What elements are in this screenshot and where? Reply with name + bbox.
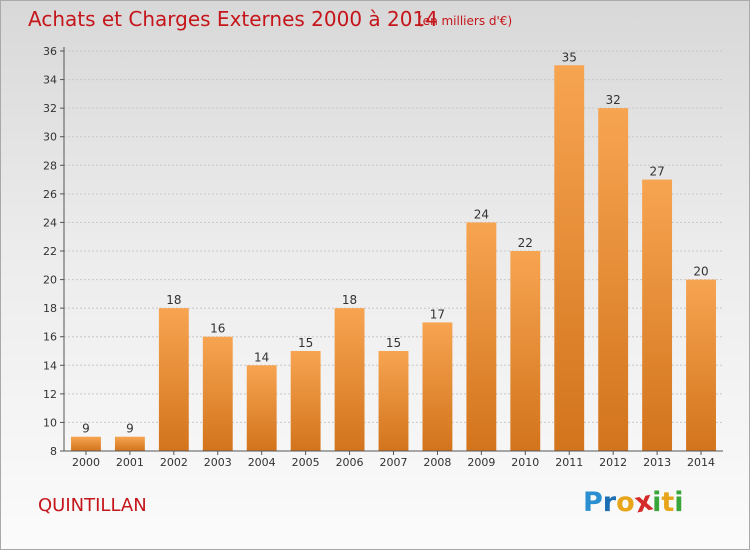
y-tick-label: 32 bbox=[43, 102, 57, 115]
value-label-2013: 27 bbox=[649, 165, 664, 179]
chart-unit: (en milliers d'€) bbox=[418, 14, 513, 28]
bar-2003 bbox=[202, 336, 233, 451]
y-tick-label: 22 bbox=[43, 245, 57, 258]
value-label-2007: 15 bbox=[386, 336, 401, 350]
x-tick-label-2006: 2006 bbox=[336, 456, 364, 469]
x-tick-label-2004: 2004 bbox=[248, 456, 276, 469]
value-label-2008: 17 bbox=[430, 307, 445, 321]
value-label-2004: 14 bbox=[254, 350, 269, 364]
logo-letter: t bbox=[661, 487, 675, 518]
x-tick-label-2010: 2010 bbox=[511, 456, 539, 469]
value-label-2002: 18 bbox=[166, 293, 181, 307]
y-tick-label: 16 bbox=[43, 331, 57, 344]
y-tick-label: 36 bbox=[43, 45, 57, 58]
y-tick-label: 8 bbox=[50, 445, 57, 458]
bars-group: 9 9 18 16 14 15 18 15 17 24 22 35 32 27 20 bbox=[71, 50, 716, 452]
value-label-2000: 9 bbox=[82, 422, 90, 436]
logo-letter: r bbox=[602, 487, 617, 518]
y-tick-label: 28 bbox=[43, 159, 57, 172]
x-tick-label-2002: 2002 bbox=[160, 456, 188, 469]
x-axis: 2000 2001 2002 2003 2004 2005 2006 2007 2008 2009… bbox=[64, 450, 723, 469]
bar-2011 bbox=[554, 65, 585, 452]
bar-2012 bbox=[598, 108, 629, 452]
bar-2005 bbox=[290, 351, 321, 451]
value-label-2011: 35 bbox=[562, 50, 577, 64]
bar-2000 bbox=[71, 436, 101, 451]
value-label-2005: 15 bbox=[298, 336, 313, 350]
chart-title: Achats et Charges Externes 2000 à 2014 bbox=[28, 7, 438, 31]
x-tick-label-2008: 2008 bbox=[423, 456, 451, 469]
value-label-2006: 18 bbox=[342, 293, 357, 307]
bar-2004 bbox=[246, 365, 277, 451]
logo-letter: P bbox=[583, 487, 603, 518]
y-tick-label: 34 bbox=[43, 74, 57, 87]
y-tick-label: 14 bbox=[43, 359, 57, 372]
logo-letter: i bbox=[674, 487, 684, 518]
x-tick-label-2013: 2013 bbox=[643, 456, 671, 469]
y-tick-label: 10 bbox=[43, 416, 57, 429]
value-label-2003: 16 bbox=[210, 322, 225, 336]
bar-2013 bbox=[642, 179, 673, 452]
y-axis: 8 10 12 14 16 18 20 22 24 26 28 30 32 34 36 bbox=[43, 45, 65, 458]
place-name: QUINTILLAN bbox=[38, 495, 147, 516]
proxiti-logo: Proxiti bbox=[583, 486, 684, 520]
x-tick-label-2009: 2009 bbox=[467, 456, 495, 469]
bar-2009 bbox=[466, 222, 497, 451]
bar-2010 bbox=[510, 251, 541, 451]
x-tick-label-2011: 2011 bbox=[555, 456, 583, 469]
x-tick-label-2007: 2007 bbox=[380, 456, 408, 469]
y-tick-label: 20 bbox=[43, 274, 57, 287]
y-tick-label: 12 bbox=[43, 388, 57, 401]
bar-2014 bbox=[686, 279, 716, 451]
value-label-2001: 9 bbox=[126, 422, 134, 436]
x-tick-label-2000: 2000 bbox=[72, 456, 100, 469]
y-tick-label: 30 bbox=[43, 131, 57, 144]
y-tick-label: 18 bbox=[43, 302, 57, 315]
value-label-2012: 32 bbox=[606, 93, 621, 107]
logo-letter: o bbox=[616, 487, 635, 518]
value-label-2009: 24 bbox=[474, 207, 489, 221]
bar-2007 bbox=[378, 351, 409, 451]
bar-2002 bbox=[158, 308, 189, 451]
y-tick-label: 26 bbox=[43, 188, 57, 201]
x-tick-label-2012: 2012 bbox=[599, 456, 627, 469]
bar-2008 bbox=[422, 322, 453, 451]
x-tick-label-2005: 2005 bbox=[292, 456, 320, 469]
bar-2006 bbox=[334, 308, 365, 451]
value-label-2010: 22 bbox=[518, 236, 533, 250]
value-label-2014: 20 bbox=[693, 265, 708, 279]
bar-2001 bbox=[114, 436, 145, 451]
logo-letter: i bbox=[652, 487, 662, 518]
x-tick-label-2001: 2001 bbox=[116, 456, 144, 469]
y-tick-label: 24 bbox=[43, 216, 57, 229]
x-tick-label-2014: 2014 bbox=[687, 456, 715, 469]
x-tick-label-2003: 2003 bbox=[204, 456, 232, 469]
